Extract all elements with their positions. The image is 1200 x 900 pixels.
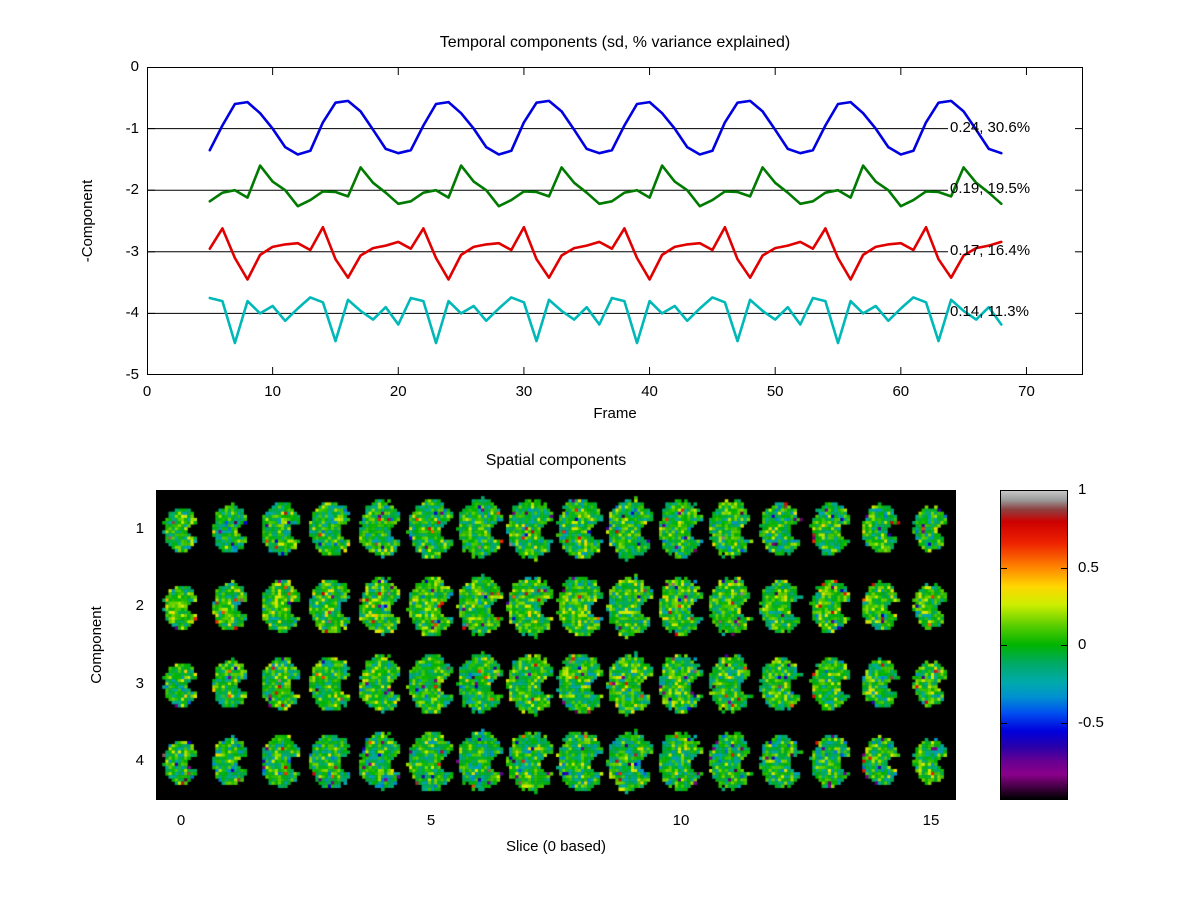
- colorbar-tick-mark: [1001, 645, 1007, 646]
- series-line-component-2: [208, 164, 1003, 208]
- series-line-component-3: [208, 225, 1003, 281]
- slice-tick-label: 15: [922, 812, 940, 829]
- temporal-title: Temporal components (sd, % variance expl…: [439, 34, 791, 51]
- colorbar-tick-mark: [1061, 567, 1067, 569]
- y-tick-label: 0: [130, 58, 139, 75]
- spatial-xlabel: Slice (0 based): [505, 838, 607, 855]
- x-tick-label: 70: [1018, 383, 1035, 400]
- colorbar-tick-label: 0: [1078, 636, 1087, 653]
- series-annotation-component-1: 0.24, 30.6%: [950, 118, 1031, 136]
- x-tick-label: 0: [142, 383, 152, 400]
- spatial-title: Spatial components: [485, 452, 627, 469]
- y-tick-label: -5: [125, 366, 139, 383]
- series-line-component-4: [208, 296, 1003, 345]
- spatial-montage-image: [156, 490, 956, 800]
- component-tick-label: 1: [135, 519, 144, 537]
- x-tick-label: 30: [515, 383, 533, 400]
- axes-box: [147, 67, 1083, 375]
- component-tick-label: 2: [135, 597, 144, 615]
- y-tick-label: -2: [125, 181, 139, 199]
- colorbar-tick-mark: [1061, 645, 1067, 646]
- temporal-plot-area: [147, 67, 1083, 375]
- x-tick-label: 40: [641, 383, 658, 400]
- x-tick-label: 50: [766, 383, 784, 400]
- component-tick-label: 3: [135, 674, 144, 692]
- colorbar-tick-label: 1: [1078, 481, 1087, 498]
- y-tick-label: -1: [125, 119, 139, 137]
- colorbar-tick-mark: [1001, 567, 1007, 569]
- colorbar-tick-label: 0.5: [1078, 558, 1099, 576]
- x-tick-label: 10: [264, 383, 281, 400]
- component-tick-label: 4: [135, 752, 144, 770]
- series-annotation-component-3: 0.17, 16.4%: [950, 241, 1031, 259]
- colorbar-tick-mark: [1001, 722, 1007, 724]
- x-tick-label: 20: [389, 383, 407, 400]
- temporal-ylabel: -Component: [79, 179, 96, 263]
- spatial-ylabel: Component: [88, 606, 105, 684]
- colorbar: [1000, 490, 1068, 800]
- colorbar-tick-label: -0.5: [1078, 713, 1104, 731]
- x-tick-label: 60: [892, 383, 910, 400]
- series-annotation-component-2: 0.19, 19.5%: [950, 180, 1031, 198]
- slice-tick-label: 10: [672, 812, 690, 829]
- series-annotation-component-4: 0.14, 11.3%: [950, 303, 1029, 321]
- y-tick-label: -4: [125, 304, 139, 322]
- colorbar-tick-mark: [1061, 722, 1067, 724]
- slice-tick-label: 0: [176, 812, 186, 829]
- series-line-component-1: [208, 99, 1003, 156]
- y-tick-label: -3: [125, 242, 139, 260]
- temporal-xlabel: Frame: [593, 405, 637, 422]
- slice-tick-label: 5: [426, 812, 436, 829]
